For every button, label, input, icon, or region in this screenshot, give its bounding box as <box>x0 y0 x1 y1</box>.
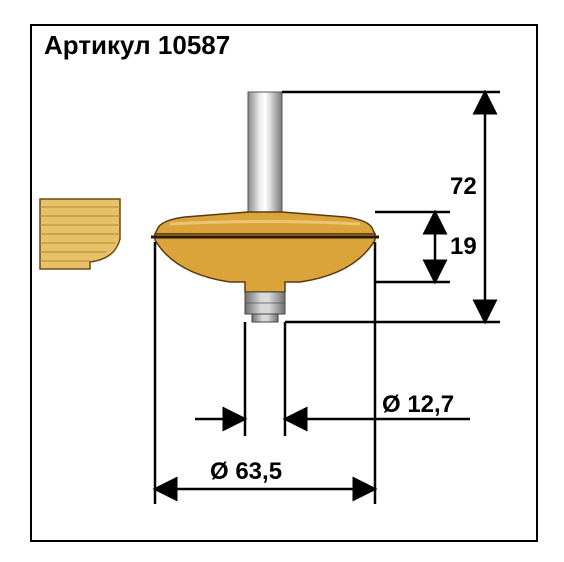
dim-cutter-diameter: Ø 63,5 <box>210 458 282 485</box>
dim-overall-height: 72 <box>450 173 477 200</box>
dim-bearing-diameter: Ø 12,7 <box>382 391 454 418</box>
dim-cutting-height: 19 <box>450 233 477 260</box>
diagram-svg: 72 19 Ø 12,7 Ø 63,5 <box>30 24 534 538</box>
dimension-lines <box>155 92 500 504</box>
router-bearing <box>245 292 285 322</box>
router-shank <box>248 92 282 212</box>
wood-profile-sample <box>40 199 120 269</box>
router-body <box>151 212 379 292</box>
